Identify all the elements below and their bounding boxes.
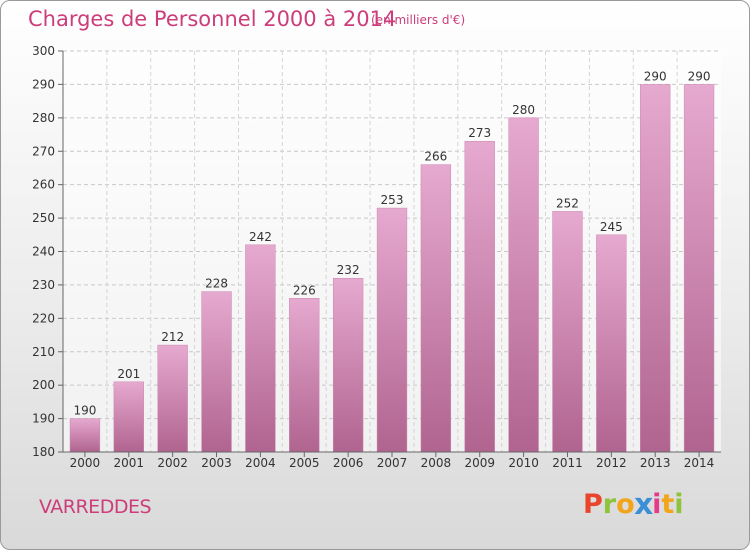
x-tick-label: 2014 (684, 456, 715, 470)
bar-2012 (596, 234, 627, 453)
y-tick-label: 200 (32, 378, 55, 392)
value-label: 226 (293, 283, 316, 297)
y-tick-label: 280 (32, 111, 55, 125)
value-label: 253 (381, 193, 404, 207)
logo-letter: i (652, 489, 662, 520)
logo-letter: r (602, 489, 617, 520)
x-tick-label: 2003 (201, 456, 232, 470)
value-label: 245 (600, 220, 623, 234)
y-tick-label: 260 (32, 178, 55, 192)
logo-letter: P (583, 489, 603, 520)
y-tick-label: 270 (32, 144, 55, 158)
value-label: 190 (73, 404, 96, 418)
y-tick-label: 290 (32, 77, 55, 91)
y-tick-label: 210 (32, 345, 55, 359)
value-label: 228 (205, 277, 228, 291)
x-tick-label: 2010 (508, 456, 539, 470)
x-tick-label: 2004 (245, 456, 276, 470)
chart-subtitle: (en milliers d'€) (371, 13, 466, 27)
bar-2007 (376, 207, 408, 453)
proxiti-logo: Proxiti (583, 487, 684, 522)
y-tick-label: 230 (32, 278, 55, 292)
x-tick-label: 2006 (333, 456, 364, 470)
value-label: 212 (161, 330, 184, 344)
y-tick-label: 250 (32, 211, 55, 225)
x-tick-label: 2002 (157, 456, 188, 470)
x-tick-label: 2008 (421, 456, 452, 470)
chart-title: Charges de Personnel 2000 à 2014 (28, 7, 397, 31)
bar-2005 (289, 298, 320, 453)
value-label: 242 (249, 230, 272, 244)
x-tick-label: 2009 (464, 456, 495, 470)
x-tick-label: 2005 (289, 456, 320, 470)
value-label: 280 (512, 103, 535, 117)
place-name: VARREDDES (39, 496, 152, 518)
value-label: 266 (424, 150, 447, 164)
value-label: 201 (117, 367, 140, 381)
bar-2001 (113, 381, 144, 453)
bar-2009 (464, 140, 495, 453)
y-tick-label: 240 (32, 245, 55, 259)
x-tick-label: 2013 (640, 456, 671, 470)
bar-2003 (201, 291, 232, 453)
logo-letter: x (633, 487, 653, 522)
x-tick-label: 2007 (377, 456, 408, 470)
y-tick-label: 220 (32, 311, 55, 325)
logo-letter: t (661, 489, 675, 520)
logo-letter: o (616, 489, 635, 520)
x-tick-label: 2001 (114, 456, 145, 470)
y-tick-label: 190 (32, 412, 55, 426)
bar-2008 (420, 164, 452, 453)
axes-group: 180 190 200 210 220 230 240 250 260 270 280 290 300 2… (32, 44, 721, 470)
bar-2014 (683, 84, 715, 453)
value-label: 273 (468, 126, 491, 140)
value-label: 290 (644, 69, 667, 83)
x-tick-label: 2012 (596, 456, 627, 470)
logo-letter: i (674, 489, 684, 520)
bar-2000 (69, 418, 101, 453)
bar-2006 (332, 277, 364, 453)
bars-group: 190 201 212 228 242 226 232 253 266 273 280 252 245 2… (69, 69, 715, 453)
bar-2004 (245, 244, 276, 453)
x-tick-label: 2011 (552, 456, 583, 470)
y-tick-label: 180 (32, 445, 55, 459)
y-tick-label: 300 (32, 44, 55, 58)
bar-2002 (157, 344, 188, 453)
value-label: 232 (337, 263, 360, 277)
bar-2013 (640, 84, 671, 453)
bar-2011 (552, 211, 583, 453)
bar-2010 (508, 117, 539, 453)
value-label: 290 (688, 69, 711, 83)
value-label: 252 (556, 196, 579, 210)
x-tick-label: 2000 (70, 456, 101, 470)
